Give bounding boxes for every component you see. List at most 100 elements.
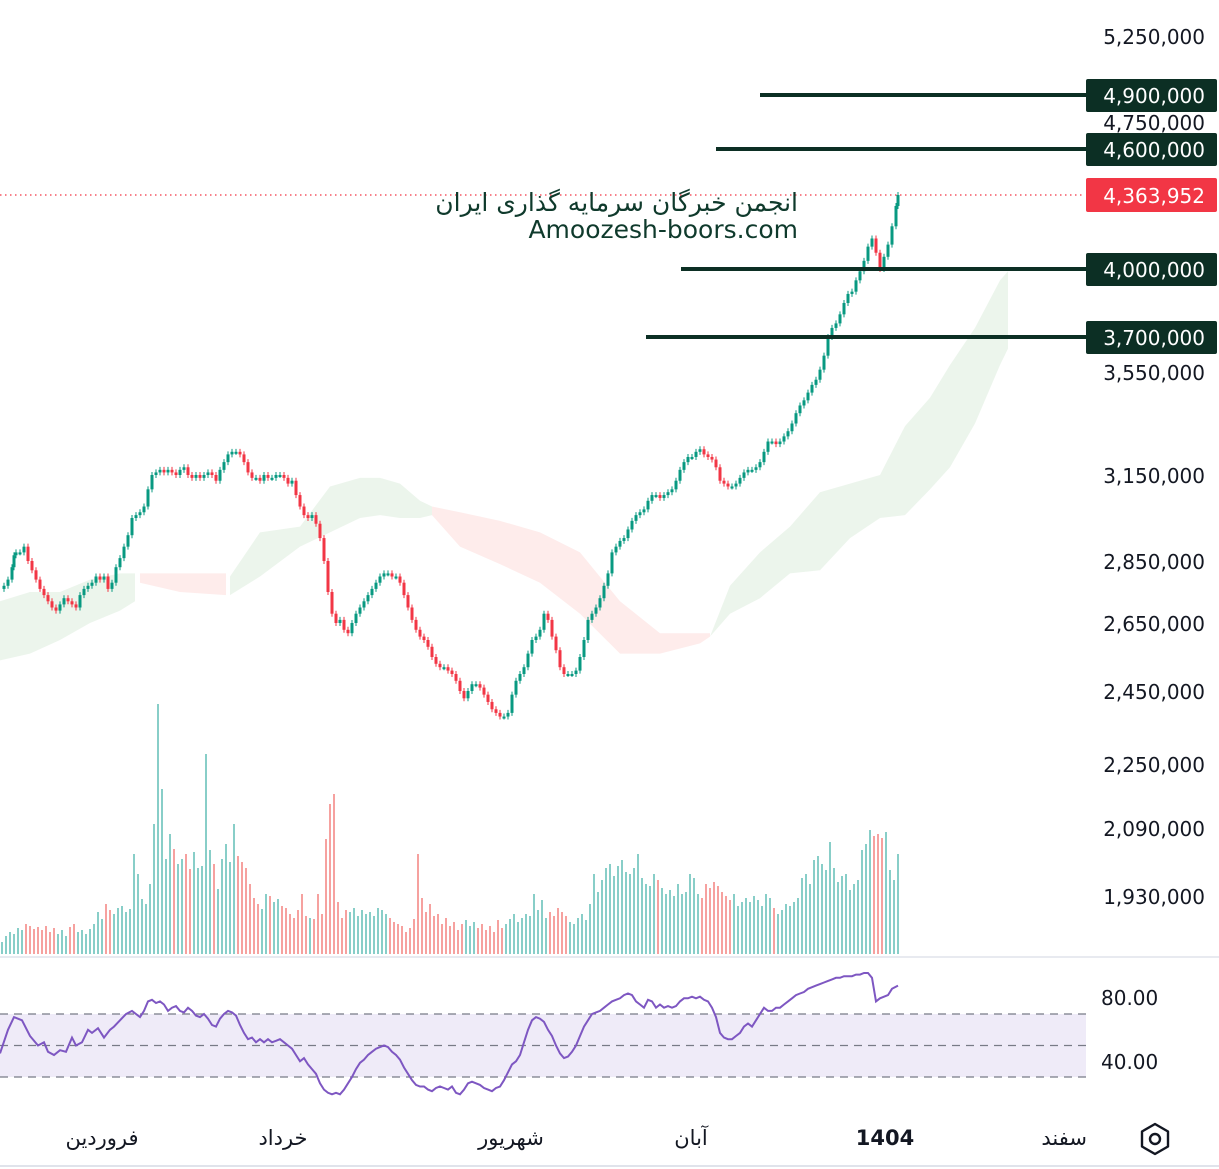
volume-bar (881, 838, 883, 954)
candle-body (578, 657, 582, 671)
volume-bar (573, 924, 575, 954)
level-tag[interactable]: 4,000,000 (1086, 253, 1217, 286)
volume-bar (713, 882, 715, 954)
level-tag[interactable]: 4,900,000 (1086, 79, 1217, 112)
level-tag[interactable]: 3,700,000 (1086, 321, 1217, 354)
candle-body (586, 619, 590, 640)
candle-body (574, 670, 578, 674)
candle-body (582, 640, 586, 657)
candle-body (510, 694, 514, 713)
candle-body (74, 604, 78, 608)
candle-body (830, 327, 834, 337)
candle-body (834, 323, 838, 328)
candle-body (450, 670, 454, 674)
volume-bar (765, 894, 767, 954)
volume-bar (253, 898, 255, 954)
candle-body (330, 592, 334, 614)
volume-bar (689, 874, 691, 954)
volume-bar (121, 906, 123, 954)
volume-bar (449, 926, 451, 954)
volume-bar (657, 880, 659, 954)
candle-body (818, 369, 822, 380)
volume-bar (293, 918, 295, 954)
volume-bar (401, 926, 403, 954)
volume-bar (313, 919, 315, 954)
candle-body (278, 475, 282, 477)
candle-body (362, 601, 366, 608)
volume-bar (237, 856, 239, 954)
volume-bar (833, 868, 835, 954)
candle-body (114, 567, 118, 583)
candle-body (634, 515, 638, 521)
volume-bar (381, 910, 383, 954)
volume-bar (529, 916, 531, 954)
volume-bar (361, 910, 363, 954)
candle-body (258, 477, 262, 481)
candle-body (142, 506, 146, 513)
volume-bar (729, 900, 731, 954)
volume-bar (225, 844, 227, 954)
candle-body (18, 552, 22, 555)
volume-bar (585, 920, 587, 954)
volume-bar (321, 914, 323, 954)
volume-bar (117, 908, 119, 954)
volume-bar (161, 789, 163, 954)
candle-body (234, 451, 238, 454)
price-tick: 2,850,000 (1103, 550, 1205, 574)
volume-bar (793, 902, 795, 954)
candle-body (442, 667, 446, 670)
volume-bar (633, 868, 635, 954)
candle-body (370, 588, 374, 596)
candle-body (138, 512, 142, 516)
settings-icon[interactable] (1137, 1121, 1173, 1157)
volume-bar (397, 924, 399, 954)
cloud-bullish-segment (0, 573, 135, 661)
volume-bar (133, 854, 135, 954)
candle-body (550, 619, 554, 637)
volume-bar (333, 794, 335, 954)
candle-body (354, 613, 358, 623)
volume-bar (493, 932, 495, 954)
candle-body (98, 576, 102, 580)
volume-bar (569, 922, 571, 954)
volume-bar (709, 888, 711, 954)
volume-bar (357, 916, 359, 954)
volume-bar (685, 892, 687, 954)
level-tag-label: 4,000,000 (1103, 258, 1205, 282)
volume-bar (521, 918, 523, 954)
volume-bar (405, 932, 407, 954)
candle-body (206, 472, 210, 475)
candle-body (542, 613, 546, 630)
volume-bar (81, 930, 83, 954)
candle-body (710, 456, 714, 460)
candle-body (554, 636, 558, 651)
candle-body (866, 246, 870, 261)
volume-bar (629, 874, 631, 954)
time-axis[interactable]: فروردین خرداد شهریور آبان 1404 سفند (65, 1125, 1087, 1150)
volume-bar (309, 918, 311, 954)
candle-body (826, 337, 830, 356)
volume-bar (889, 870, 891, 954)
candle-body (654, 495, 658, 498)
last-price-tag[interactable]: 4,363,952 (1086, 178, 1217, 212)
candle-body (334, 613, 338, 623)
candle-body (882, 256, 886, 269)
candle-body (462, 691, 466, 699)
candle-body (322, 538, 326, 561)
candle-body (12, 555, 16, 568)
horizontal-levels[interactable] (646, 93, 1088, 339)
candle-body (146, 489, 150, 507)
volume-bar (145, 904, 147, 954)
volume-bars (1, 704, 899, 954)
candle-body (750, 469, 754, 472)
price-axis[interactable]: 5,250,000 4,750,000 3,550,000 3,150,000 … (1103, 25, 1205, 909)
volume-bar (541, 900, 543, 954)
candle-body (622, 538, 626, 541)
level-tag[interactable]: 4,600,000 (1086, 133, 1217, 166)
price-tick: 1,930,000 (1103, 885, 1205, 909)
volume-bar (697, 894, 699, 954)
candle-body (534, 636, 538, 640)
candle-body (294, 480, 298, 496)
volume-bar (773, 908, 775, 954)
